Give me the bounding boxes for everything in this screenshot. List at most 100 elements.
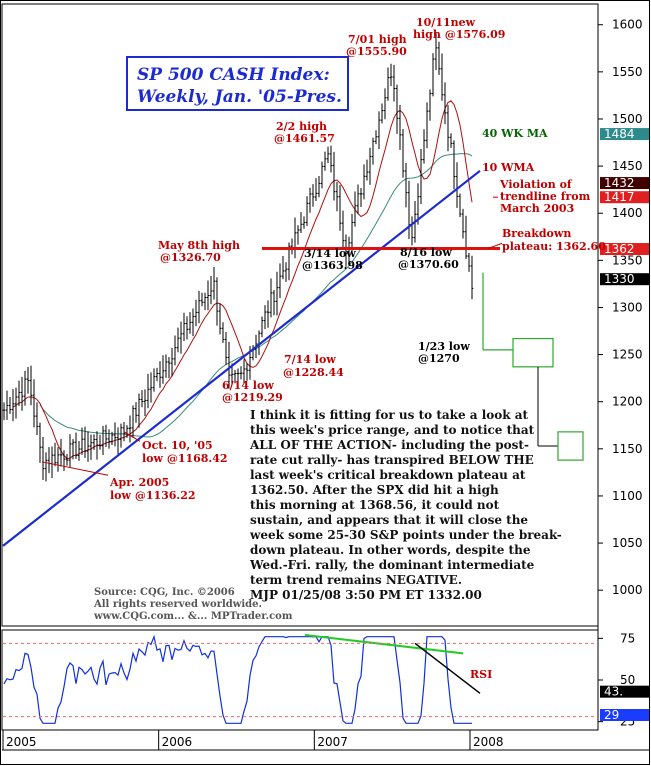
ann-oct2005-2: low @1168.42	[142, 452, 228, 465]
projection-box-1	[512, 337, 554, 368]
commentary-line: week some 25-30 S&P points under the bre…	[249, 528, 562, 542]
ann-jun2006-2: @1219.29	[222, 391, 283, 404]
wma-10-line	[12, 100, 473, 460]
time-axis: 2005 2006 2007 2008	[6, 735, 504, 749]
ann-ma40: 40 WK MA	[482, 127, 548, 140]
rsi-tick-label: 50	[620, 673, 635, 687]
rsi-badge-text: 29	[604, 708, 619, 722]
year-gridlines	[2, 730, 471, 750]
ann-apr2005-2: low @1136.22	[110, 489, 196, 502]
ann-violation-2: trendline from	[500, 190, 591, 203]
wma-10-path	[12, 100, 473, 460]
commentary-line: MJP 01/25/08 3:50 PM ET 1332.00	[250, 588, 482, 602]
chart-title-line1: SP 500 CASH Index:	[137, 65, 330, 85]
commentary-line: Wed.-Fri. rally, the dominant intermedia…	[249, 558, 535, 572]
price-badge-box	[600, 128, 649, 141]
price-tick-label: 1600	[612, 18, 643, 32]
ann-wma10: 10 WMA	[482, 161, 535, 174]
rsi-trend-green	[304, 634, 464, 655]
rsi-panel-frame	[1, 629, 599, 731]
ann-may2006-2: @1326.70	[160, 251, 221, 264]
rsi-trend-black	[414, 642, 481, 694]
commentary-line: rate cut rally- has transpired BELOW THE	[250, 453, 534, 467]
ann-breakdown-2: plateau: 1362.60	[502, 240, 606, 253]
source-line: All rights reserved worldwide.	[93, 599, 262, 610]
source-credit: Source: CQG, Inc. ©2006 All rights reser…	[93, 587, 293, 622]
ann-jun2006-1: 6/14 low	[222, 379, 274, 392]
commentary-line: down plateau. In other words, despite th…	[250, 543, 531, 557]
ann-rsi: RSI	[470, 668, 492, 681]
projection-box-2	[557, 431, 584, 461]
commentary-line: this morning at 1368.56, it could not	[250, 498, 500, 512]
commentary-line: term trend remains NEGATIVE.	[250, 573, 462, 587]
rsi-series	[3, 634, 481, 724]
ann-may2006-1: May 8th high	[158, 239, 240, 252]
ann-jan2008-1: 1/23 low	[418, 340, 470, 353]
price-tick-label: 1350	[612, 253, 643, 267]
commentary-line: ALL OF THE ACTION- including the post-	[249, 438, 529, 452]
annotation-pointer	[487, 242, 503, 249]
price-tick-label: 1250	[612, 348, 643, 362]
price-badge-box	[600, 273, 649, 286]
ann-oct2007-2: high @1576.09	[413, 28, 505, 41]
annotation-pointer	[123, 431, 141, 442]
year-label: 2008	[473, 735, 504, 749]
ann-jul2007-2: @1555.90	[346, 45, 407, 58]
rsi-tick-label: 75	[620, 631, 635, 645]
year-label: 2005	[6, 735, 37, 749]
rsi-path	[3, 634, 472, 724]
price-tick-label: 1200	[612, 395, 643, 409]
price-badge-text: 1432	[604, 176, 635, 190]
ann-aug2007-1: 8/16 low	[400, 246, 452, 259]
price-tick-label: 1100	[612, 489, 643, 503]
price-badge-text: 1417	[604, 190, 635, 204]
trend-lines	[2, 169, 584, 547]
commentary-line: sustain, and appears that it will close …	[250, 513, 528, 527]
ann-violation-1: Violation of	[499, 178, 573, 191]
year-label: 2006	[162, 735, 193, 749]
price-tick-label: 1400	[612, 206, 643, 220]
commentary-line: I think it is fitting for us to take a l…	[250, 408, 529, 422]
commentary-line: last week's critical breakdown plateau a…	[250, 468, 526, 482]
price-tick-label: 1000	[612, 583, 643, 597]
year-label: 2007	[317, 735, 348, 749]
ann-aug2007-2: @1370.60	[398, 258, 459, 271]
chart-title-line2: Weekly, Jan. '05-Pres.	[137, 87, 342, 107]
ann-violation-3: March 2003	[500, 202, 574, 215]
rsi-badge-box	[600, 685, 649, 698]
price-tick-label: 1300	[612, 300, 643, 314]
price-tick-label: 1450	[612, 159, 643, 173]
price-badge-box	[600, 177, 649, 190]
source-line: Source: CQG, Inc. ©2006	[94, 587, 235, 598]
price-tick-label: 1500	[612, 112, 643, 126]
ann-jan2008-2: @1270	[418, 352, 460, 365]
price-badge-text: 1484	[604, 127, 635, 141]
price-tick-label: 1050	[612, 536, 643, 550]
commentary-line: 1362.50. After the SPX did hit a high	[250, 483, 499, 497]
price-tick-label: 1150	[612, 442, 643, 456]
march-2003-trendline	[2, 169, 481, 547]
ann-oct2005-1: Oct. 10, '05	[142, 439, 213, 452]
ann-jul2007-1: 7/01 high	[348, 33, 407, 46]
rsi-badge-box	[600, 709, 649, 721]
price-axis: 1000 1050 1100 1150 1200 1250 1300 1350 1400 1450…	[598, 18, 643, 597]
source-line: www.CQG.com... &... MPTrader.com	[93, 611, 293, 622]
price-badge-text: 1330	[604, 272, 635, 286]
price-badge-text: 1362	[604, 242, 635, 256]
ann-mar2007-2: @1363.98	[302, 259, 363, 272]
ann-breakdown-1: Breakdown	[502, 227, 571, 240]
ann-feb2007-2: @1461.57	[274, 132, 335, 145]
ann-oct2007-1: 10/11new	[416, 16, 476, 29]
commentary-line: this week's price range, and to notice t…	[250, 423, 535, 437]
price-badge-box	[600, 243, 649, 256]
annotation-pointer	[41, 461, 109, 476]
rsi-badge-text: 43.	[604, 685, 623, 699]
ann-jul2006-2: @1228.44	[283, 366, 344, 379]
title-box	[126, 56, 349, 111]
price-badge-box	[600, 191, 649, 204]
ann-mar2007-1: 3/14 low	[304, 247, 356, 260]
